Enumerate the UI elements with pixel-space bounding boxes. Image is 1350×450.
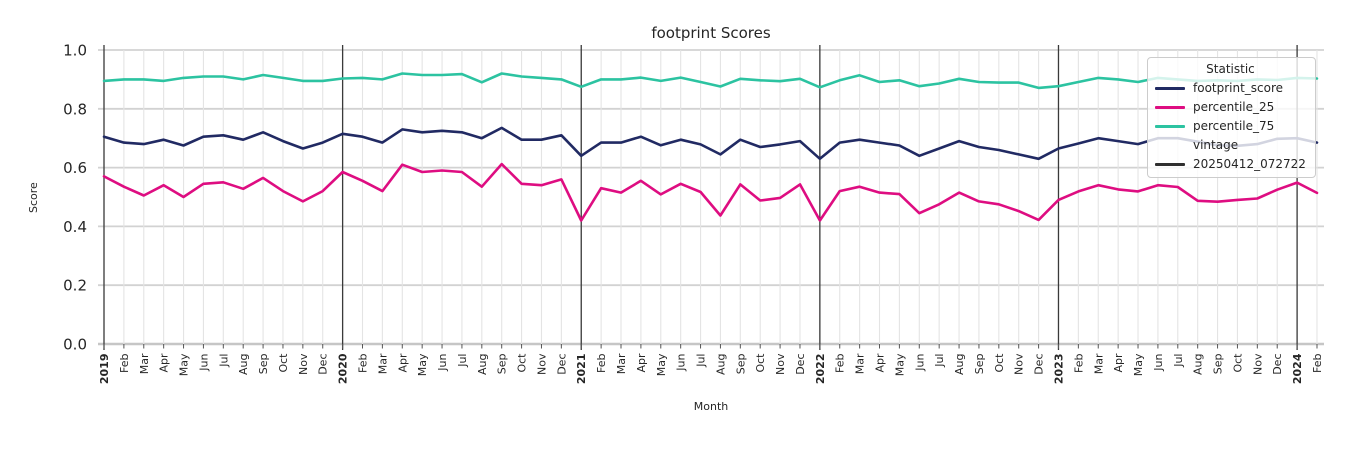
x-tick-label: Aug bbox=[953, 354, 966, 375]
x-tick-label: May bbox=[1132, 353, 1145, 376]
legend-label: 20250412_072722 bbox=[1193, 157, 1306, 171]
x-tick-label: Aug bbox=[237, 354, 250, 375]
x-tick-label: Mar bbox=[1092, 353, 1105, 374]
x-tick-label: Dec bbox=[317, 354, 330, 375]
x-tick-label: Jul bbox=[217, 354, 230, 368]
x-tick-label: Feb bbox=[1311, 353, 1324, 372]
x-tick-label: Jun bbox=[675, 353, 688, 371]
x-tick-label: May bbox=[655, 353, 668, 376]
x-axis-label: Month bbox=[693, 400, 729, 413]
y-tick-label: 0.0 bbox=[63, 336, 87, 354]
x-tick-label: Feb bbox=[357, 353, 370, 372]
legend-label: percentile_75 bbox=[1193, 119, 1275, 133]
x-tick-label: May bbox=[178, 353, 191, 376]
x-tick-label: Mar bbox=[376, 353, 389, 374]
x-tick-label: Jun bbox=[436, 353, 449, 371]
x-tick-label: Dec bbox=[1033, 354, 1046, 375]
x-tick-label: Oct bbox=[277, 353, 290, 373]
legend-title: Statistic bbox=[1206, 62, 1255, 76]
gridlines bbox=[98, 49, 1324, 346]
x-tick-label: Apr bbox=[396, 353, 409, 373]
x-tick-label: Sep bbox=[257, 353, 270, 374]
x-tick-label: Aug bbox=[476, 354, 489, 375]
x-tick-label: Oct bbox=[516, 353, 529, 373]
x-tick-label: 2020 bbox=[337, 353, 350, 384]
x-tick-label: Dec bbox=[555, 354, 568, 375]
x-tick-label: Jul bbox=[456, 354, 469, 368]
y-tick-label: 0.4 bbox=[63, 218, 87, 236]
legend-entry-vintage-20250412: 20250412_072722 bbox=[1155, 155, 1306, 174]
x-tick-label: Apr bbox=[1112, 353, 1125, 373]
series-percentile_25 bbox=[102, 162, 1319, 222]
x-tick-label: Dec bbox=[794, 354, 807, 375]
legend-label: percentile_25 bbox=[1193, 100, 1275, 114]
legend-entry-footprint-score: footprint_score bbox=[1155, 79, 1306, 98]
legend-entry-percentile-75: percentile_75 bbox=[1155, 117, 1306, 136]
x-tick-label: 2024 bbox=[1291, 353, 1304, 384]
x-tick-label: Jul bbox=[1172, 354, 1185, 368]
x-tick-label: May bbox=[893, 353, 906, 376]
x-tick-label: Nov bbox=[297, 353, 310, 375]
x-tick-label: Jun bbox=[913, 353, 926, 371]
x-tick-label: Nov bbox=[536, 353, 549, 375]
y-tick-label: 0.6 bbox=[63, 159, 87, 177]
legend-label: footprint_score bbox=[1193, 81, 1284, 95]
y-axis-label: Score bbox=[27, 182, 40, 213]
percentile-25-line-sample bbox=[1155, 106, 1185, 109]
x-tick-label: May bbox=[416, 353, 429, 376]
y-tick-label: 0.8 bbox=[63, 100, 87, 118]
x-tick-label: Nov bbox=[1013, 353, 1026, 375]
vintage-line-sample bbox=[1155, 163, 1185, 166]
x-tick-label: 2022 bbox=[814, 354, 827, 385]
x-tick-label: 2021 bbox=[575, 354, 588, 385]
footprint-score-line-sample bbox=[1155, 87, 1185, 90]
data-series bbox=[102, 72, 1319, 222]
x-tick-label: Mar bbox=[854, 353, 867, 374]
x-tick-label: Apr bbox=[635, 353, 648, 373]
x-tick-label: Nov bbox=[774, 353, 787, 375]
x-tick-label: Oct bbox=[1231, 353, 1244, 373]
x-tick-label: Dec bbox=[1271, 354, 1284, 375]
x-tick-label: Oct bbox=[993, 353, 1006, 373]
y-tick-label: 0.2 bbox=[63, 277, 87, 295]
legend: Statistic footprint_score percentile_25 … bbox=[1147, 57, 1316, 178]
tick-labels: 0.0 0.2 0.4 0.6 0.8 1.0 2019 Feb Mar Apr May Jun Jul… bbox=[63, 42, 1324, 385]
x-tick-label: Sep bbox=[1212, 353, 1225, 374]
x-tick-label: Jun bbox=[1152, 353, 1165, 371]
x-tick-label: Apr bbox=[874, 353, 887, 373]
axis-ticks bbox=[103, 344, 1318, 349]
x-tick-label: Apr bbox=[158, 353, 171, 373]
x-tick-label: Feb bbox=[1072, 353, 1085, 372]
series-percentile_75 bbox=[102, 72, 1319, 90]
y-tick-label: 1.0 bbox=[63, 42, 87, 60]
x-tick-label: Jun bbox=[197, 353, 210, 371]
percentile-75-line-sample bbox=[1155, 125, 1185, 128]
chart-title: footprint Scores bbox=[651, 24, 771, 42]
legend-subgroup-label: vintage bbox=[1193, 138, 1239, 152]
x-tick-label: Mar bbox=[615, 353, 628, 374]
x-tick-label: Jul bbox=[933, 354, 946, 368]
x-tick-label: 2019 bbox=[98, 354, 111, 385]
series-footprint_score bbox=[102, 126, 1319, 161]
x-tick-label: 2023 bbox=[1053, 354, 1066, 385]
x-tick-label: Jul bbox=[695, 354, 708, 368]
x-tick-label: Sep bbox=[734, 353, 747, 374]
x-tick-label: Mar bbox=[138, 353, 151, 374]
x-tick-label: Aug bbox=[1192, 354, 1205, 375]
x-tick-label: Aug bbox=[714, 354, 727, 375]
x-tick-label: Sep bbox=[496, 353, 509, 374]
x-tick-label: Feb bbox=[118, 353, 131, 372]
x-tick-label: Nov bbox=[1251, 353, 1264, 375]
x-tick-label: Sep bbox=[973, 353, 986, 374]
x-tick-label: Feb bbox=[595, 353, 608, 372]
legend-entry-percentile-25: percentile_25 bbox=[1155, 98, 1306, 117]
x-tick-label: Feb bbox=[834, 353, 847, 372]
x-tick-label: Oct bbox=[754, 353, 767, 373]
legend-subgroup-title-vintage: vintage bbox=[1155, 136, 1306, 155]
